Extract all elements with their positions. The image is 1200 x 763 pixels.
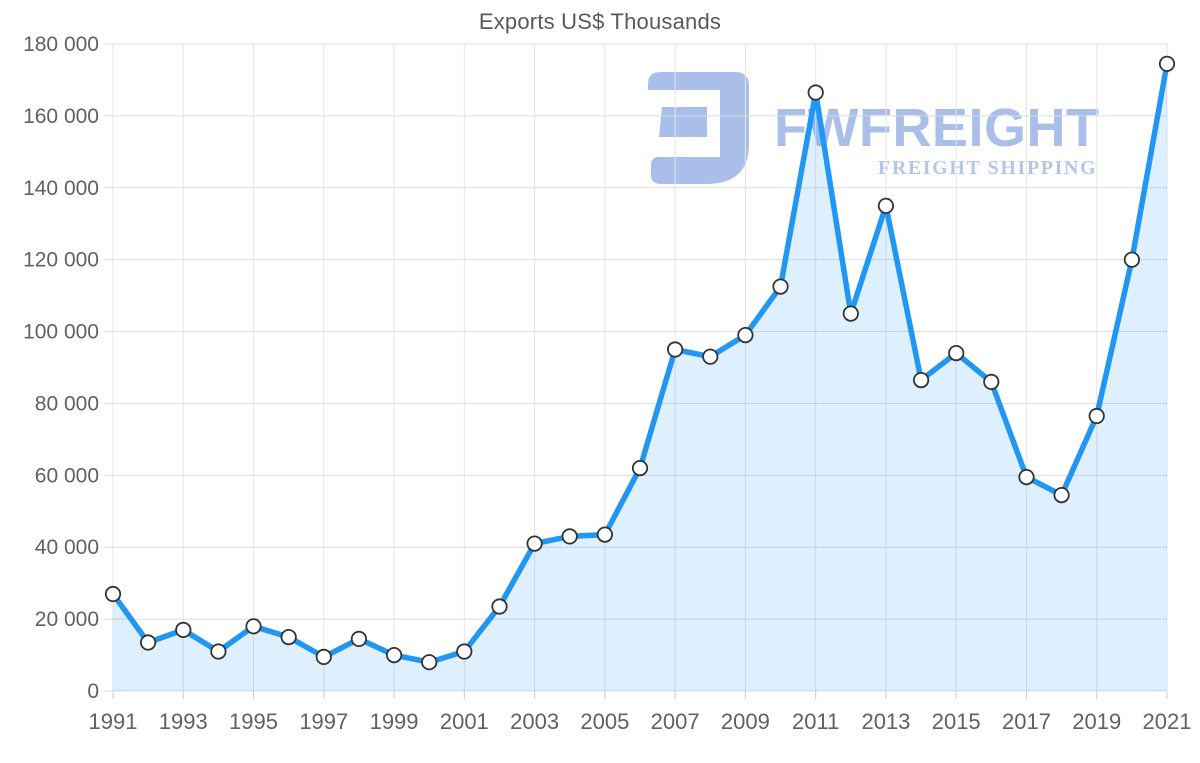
x-axis-label: 2019 [1072,709,1121,734]
data-point-marker[interactable] [737,326,754,344]
data-point-marker[interactable] [983,373,1000,390]
data-point-marker[interactable] [1158,55,1176,72]
y-axis-label: 20 000 [35,608,99,631]
x-axis-label: 2001 [440,709,489,734]
x-axis-label: 2017 [1002,709,1051,734]
data-point-marker[interactable] [210,643,227,660]
y-axis-label: 100 000 [23,321,99,344]
y-axis-label: 180 000 [23,33,99,56]
x-axis-label: 1995 [229,709,278,734]
data-point-marker[interactable] [526,535,543,552]
logo-mark-middle-bar [659,107,707,137]
watermark-brand-text: FWFREIGHT [774,98,1100,158]
data-point-marker[interactable] [280,628,297,646]
data-point-marker[interactable] [1053,486,1070,504]
data-point-marker[interactable] [877,197,895,214]
y-axis-label: 140 000 [23,177,99,200]
x-axis-label: 1993 [159,709,208,734]
data-point-marker[interactable] [631,459,649,477]
x-axis-label: 1997 [299,709,348,734]
y-axis-label: 80 000 [35,392,99,415]
chart-title: Exports US$ Thousands [478,9,722,34]
freight-logo-icon [648,72,749,184]
x-axis-label: 2003 [510,709,559,734]
data-point-marker[interactable] [702,348,719,365]
data-point-marker[interactable] [456,643,473,660]
data-point-marker[interactable] [315,648,332,666]
x-axis-label: 2021 [1143,709,1192,734]
x-axis-label: 2013 [861,709,910,734]
data-point-marker[interactable] [912,371,930,389]
x-axis-label: 1991 [89,709,138,734]
data-point-marker[interactable] [1018,468,1035,486]
data-point-marker[interactable] [1123,251,1141,268]
y-axis-label: 160 000 [23,105,99,128]
x-axis-label: 1999 [370,709,419,734]
data-point-marker[interactable] [561,528,578,545]
data-point-marker[interactable] [1088,407,1105,425]
data-point-marker[interactable] [772,278,789,295]
data-point-marker[interactable] [385,646,403,664]
data-point-marker[interactable] [596,526,614,543]
logo-mark-shape [648,72,749,184]
data-point-marker[interactable] [807,84,824,101]
watermark-tagline-text: FREIGHT SHIPPING [878,157,1098,179]
x-axis-label: 2009 [721,709,770,734]
data-point-marker[interactable] [350,630,367,648]
y-axis-label: 40 000 [35,536,99,559]
x-axis-label: 2015 [932,709,981,734]
x-axis-label: 2007 [651,709,700,734]
y-axis-label: 0 [87,680,99,703]
y-axis-label: 120 000 [23,249,99,272]
x-axis-label: 2005 [580,709,629,734]
y-axis-label: 60 000 [35,464,99,487]
data-point-marker[interactable] [421,654,438,671]
data-point-marker[interactable] [140,634,157,651]
data-point-marker[interactable] [175,621,192,639]
data-point-marker[interactable] [104,585,122,603]
x-axis-label: 2011 [792,709,839,734]
data-point-marker[interactable] [245,618,262,635]
data-point-marker[interactable] [842,305,859,322]
data-point-marker[interactable] [491,598,508,615]
area-fill [113,63,1167,692]
data-point-marker[interactable] [666,341,684,358]
data-point-marker[interactable] [948,344,965,362]
